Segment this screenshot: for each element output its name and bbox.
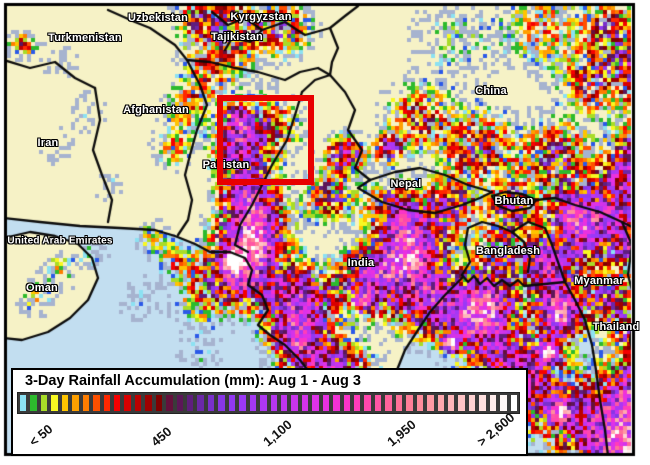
legend-swatch [466,393,478,413]
legend-swatch [185,393,196,413]
legend-swatch [320,393,332,413]
legend-swatch [456,393,467,413]
legend-swatch [18,393,29,413]
legend-tick-labels: < 50 450 1,100 1,950 > 2,600 [17,410,520,452]
legend-swatch [143,393,154,413]
legend-swatch [393,393,405,413]
legend-tick-label: > 2,600 [474,409,518,450]
legend-swatch [278,393,290,413]
legend-swatch [70,393,81,413]
legend-colorbar [17,392,520,414]
legend-swatch [414,393,426,413]
legend-swatch [352,393,363,413]
legend-swatch [268,393,279,413]
legend-swatch [508,393,519,413]
legend-title: 3-Day Rainfall Accumulation (mm): Aug 1 … [25,373,361,389]
legend-swatch [91,393,102,413]
legend-swatch [49,393,60,413]
highlight-rectangle [217,95,314,185]
legend-tick-label: 450 [148,423,175,450]
legend-swatch [101,393,112,413]
legend-swatch [299,393,311,413]
legend-swatch [28,393,39,413]
legend-swatch [487,393,499,413]
legend-swatch [445,393,457,413]
legend-tick-label: < 50 [26,421,56,450]
legend-swatch [372,393,384,413]
legend-swatch [498,393,509,413]
legend-tick-label: 1,100 [260,416,295,450]
legend-swatch [477,393,488,413]
legend-swatch [153,393,165,413]
legend-swatch [289,393,300,413]
legend-swatch [383,393,394,413]
legend-swatch [310,393,321,413]
legend-swatch [111,393,123,413]
legend-swatch [132,393,144,413]
legend-swatch [216,393,227,413]
legend-swatch [122,393,133,413]
legend-swatch [425,393,436,413]
legend-swatch [226,393,238,413]
legend-swatch [331,393,342,413]
legend-swatch [435,393,446,413]
legend-swatch [59,393,71,413]
legend-swatch [341,393,352,413]
legend-tick-label: 1,950 [384,416,419,450]
legend-swatch [195,393,206,413]
legend-swatch [80,393,92,413]
legend-swatch [404,393,415,413]
legend-swatch [38,393,50,413]
legend-swatch [164,393,175,413]
legend-panel: 3-Day Rainfall Accumulation (mm): Aug 1 … [11,368,528,456]
legend-swatch [174,393,185,413]
legend-swatch [362,393,373,413]
legend-swatch [258,393,269,413]
legend-swatch [247,393,259,413]
legend-swatch [205,393,217,413]
legend-swatch [237,393,248,413]
